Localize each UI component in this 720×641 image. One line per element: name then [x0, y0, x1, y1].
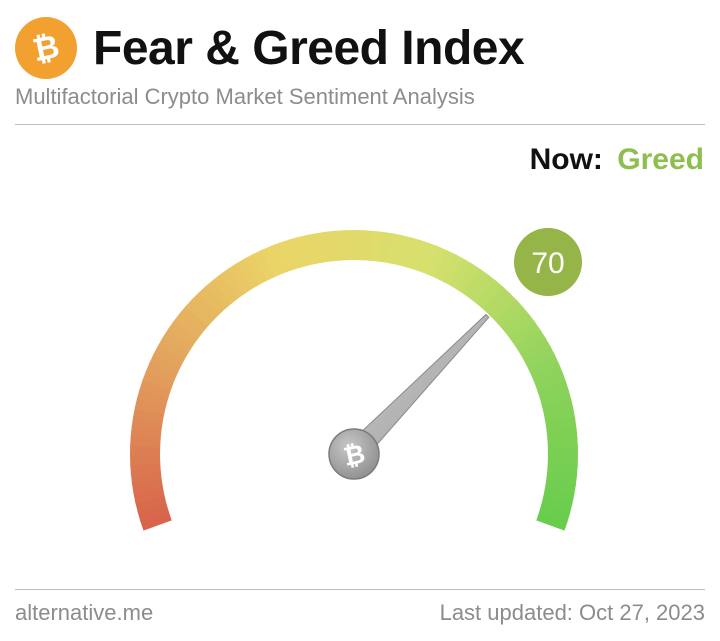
gauge-arc-segment	[252, 249, 275, 281]
gauge-arc-segment	[488, 292, 518, 322]
gauge-arc-segment	[179, 305, 209, 333]
gauge-arc-segment	[463, 268, 490, 300]
gauge-hub: ₿	[328, 428, 380, 480]
gauge-arc-segment	[500, 306, 530, 334]
gauge-arc-segment	[130, 454, 161, 466]
gauge-arc-segment	[523, 345, 556, 369]
gauge-arc-segment	[534, 371, 567, 392]
current-status: Now: Greed	[530, 143, 704, 177]
page-subtitle: Multifactorial Crypto Market Sentiment A…	[15, 84, 475, 109]
gauge-arc-segment	[191, 291, 221, 321]
gauge-arc-segment	[325, 230, 339, 262]
gauge-arc-segment	[539, 389, 572, 408]
gauge-arc-segment	[132, 406, 165, 423]
gauge-arc-segment	[153, 344, 185, 368]
gauge-arc-segment	[527, 354, 560, 377]
gauge-arc-segment	[139, 511, 172, 531]
gauge-arc-segment	[220, 267, 247, 299]
gauge-arc-segment	[261, 245, 283, 278]
gauge-arc-segment	[546, 427, 578, 441]
gauge-arc-segment	[418, 242, 440, 275]
gauge-arc-segment	[137, 503, 170, 522]
gauge-arc-segment	[130, 444, 161, 456]
gauge-arc-segment	[547, 436, 578, 449]
gauge-arc-segment	[505, 314, 536, 341]
gauge-arc-segment	[542, 398, 574, 416]
gauge-arc-segment	[198, 285, 227, 315]
gauge-arc-segment	[476, 280, 504, 310]
status-classification: Greed	[617, 143, 704, 176]
gauge-arc	[130, 230, 578, 531]
gauge-arc-segment	[244, 253, 268, 285]
gauge-arc-segment	[270, 242, 291, 275]
gauge-arc-segment	[536, 512, 568, 531]
gauge-arc-segment	[173, 312, 204, 340]
gauge-arc-segment	[157, 336, 190, 361]
gauge-arc-segment	[344, 230, 356, 261]
gauge-arc-segment	[142, 370, 175, 391]
page-title: Fear & Greed Index	[93, 22, 525, 75]
gauge-arc-segment	[205, 279, 233, 309]
gauge-arc-segment	[449, 258, 474, 290]
gauge-arc-segment	[531, 362, 563, 384]
gauge-arc-segment	[386, 233, 403, 265]
gauge-arc-segment	[145, 361, 178, 383]
gauge-arc-segment	[519, 337, 551, 362]
gauge-arc-segment	[131, 416, 163, 431]
source-link[interactable]: alternative.me	[15, 600, 154, 625]
value-badge: 70	[514, 228, 582, 296]
gauge-arc-segment	[403, 237, 422, 269]
header: ₿ Fear & Greed Index	[15, 17, 705, 87]
gauge-arc-segment	[426, 246, 449, 278]
gauge-arc-segment	[469, 274, 497, 305]
gauge-arc-segment	[297, 234, 315, 267]
gauge-arc-segment	[378, 231, 394, 264]
sentiment-gauge: ₿ 70	[130, 228, 582, 531]
last-updated: Last updated: Oct 27, 2023	[439, 600, 705, 625]
gauge-arc-segment	[441, 254, 466, 286]
gauge-arc-segment	[434, 250, 457, 282]
gauge-arc-segment	[395, 235, 413, 267]
gauge-arc-segment	[130, 462, 161, 475]
gauge-arc-segment	[288, 236, 307, 269]
gauge-arc-segment	[411, 239, 431, 272]
divider	[15, 589, 705, 590]
gauge-value: 70	[531, 247, 564, 280]
bitcoin-logo-icon: ₿	[15, 17, 77, 79]
gauge-arc-segment	[547, 446, 578, 458]
gauge-arc-segment	[228, 262, 253, 294]
gauge-arc-segment	[538, 504, 571, 524]
gauge-arc-segment	[139, 379, 172, 399]
gauge-arc-segment	[482, 286, 511, 316]
gauge-arc-segment	[334, 230, 348, 261]
gauge-arc-segment	[212, 273, 240, 304]
gauge-arc-segment	[279, 239, 299, 272]
gauge-arc-segment	[540, 496, 573, 514]
gauge-arc-segment	[136, 388, 169, 407]
gauge-arc-segment	[135, 495, 167, 513]
gauge-arc-segment	[537, 380, 570, 400]
gauge-arc-segment	[547, 455, 578, 467]
gauge-arc-segment	[162, 328, 194, 354]
gauge-arc-segment	[149, 352, 181, 376]
gauge-arc-segment	[494, 299, 524, 328]
gauge-arc-segment	[134, 397, 167, 415]
gauge-arc-segment	[542, 488, 575, 505]
gauge-arc-segment	[236, 257, 261, 290]
status-label: Now:	[529, 143, 603, 176]
gauge-arc-segment	[515, 329, 547, 355]
gauge-arc-segment	[456, 263, 482, 295]
gauge-arc-segment	[167, 320, 199, 347]
gauge-arc-segment	[510, 321, 542, 348]
divider	[15, 124, 705, 125]
gauge-arc-segment	[185, 298, 215, 327]
gauge-arc-segment	[354, 230, 366, 261]
gauge-arc-segment	[544, 480, 576, 496]
